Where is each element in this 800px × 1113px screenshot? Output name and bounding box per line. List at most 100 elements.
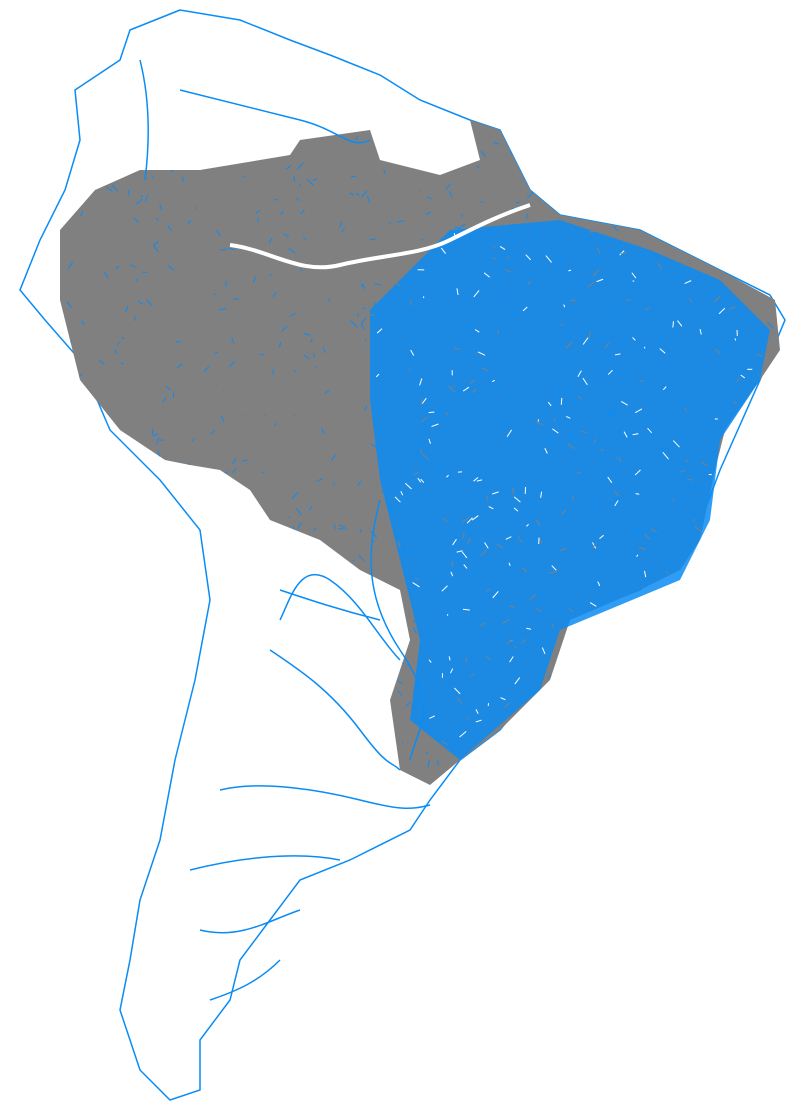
stream-segment xyxy=(281,736,282,739)
stream-segment xyxy=(680,649,688,656)
stream-segment xyxy=(492,303,500,309)
stream-segment xyxy=(130,493,135,494)
stream-segment xyxy=(765,164,771,168)
stream-segment xyxy=(117,341,120,345)
stream-segment xyxy=(451,739,459,748)
stream-segment xyxy=(81,523,84,527)
stream-segment xyxy=(422,453,430,460)
stream-segment xyxy=(699,328,702,335)
stream-segment xyxy=(574,400,578,405)
stream-segment xyxy=(763,649,770,653)
stream-segment xyxy=(632,280,635,282)
stream-segment xyxy=(425,751,429,755)
stream-segment xyxy=(659,708,665,711)
stream-segment xyxy=(709,685,714,690)
stream-segment xyxy=(693,586,695,593)
paraguay-river xyxy=(370,499,425,761)
stream-segment xyxy=(677,320,683,327)
stream-segment xyxy=(310,569,318,578)
stream-segment xyxy=(232,161,236,162)
stream-segment xyxy=(659,348,666,354)
stream-segment xyxy=(243,175,246,178)
stream-segment xyxy=(521,638,527,644)
stream-segment xyxy=(412,122,418,124)
stream-segment xyxy=(429,715,436,719)
stream-segment xyxy=(738,615,741,620)
stream-segment xyxy=(540,491,543,498)
stream-segment xyxy=(647,192,655,196)
stream-segment xyxy=(662,386,667,391)
stream-segment xyxy=(467,322,475,328)
stream-segment xyxy=(509,656,514,663)
stream-segment xyxy=(173,734,180,736)
stream-segment xyxy=(85,676,90,683)
stream-segment xyxy=(760,329,764,337)
stream-segment xyxy=(692,487,698,490)
stream-segment xyxy=(565,415,571,419)
stream-segment xyxy=(315,366,318,369)
stream-segment xyxy=(648,732,654,737)
stream-segment xyxy=(603,671,610,678)
stream-segment xyxy=(728,570,733,574)
stream-segment xyxy=(480,549,488,557)
stream-segment xyxy=(719,307,721,309)
stream-segment xyxy=(500,752,507,758)
stream-segment xyxy=(107,133,108,137)
stream-segment xyxy=(565,658,572,666)
stream-segment xyxy=(543,703,547,707)
stream-segment xyxy=(95,537,100,538)
stream-segment xyxy=(414,577,419,580)
stream-segment xyxy=(350,320,359,328)
stream-segment xyxy=(354,649,357,655)
stream-segment xyxy=(500,697,506,701)
stream-segment xyxy=(556,416,559,420)
stream-segment xyxy=(653,253,661,257)
stream-segment xyxy=(352,559,355,562)
stream-segment xyxy=(293,776,296,778)
stream-segment xyxy=(121,495,127,498)
stream-segment xyxy=(306,178,314,186)
stream-segment xyxy=(552,394,560,397)
stream-segment xyxy=(689,521,696,529)
stream-segment xyxy=(152,652,159,660)
stream-segment xyxy=(696,725,705,732)
stream-segment xyxy=(694,484,697,488)
stream-segment xyxy=(167,264,175,271)
stream-segment xyxy=(490,334,494,341)
stream-segment xyxy=(285,639,291,643)
stream-segment xyxy=(339,524,347,530)
stream-segment xyxy=(499,346,506,351)
stream-segment xyxy=(598,648,605,654)
stream-segment xyxy=(763,268,772,277)
stream-segment xyxy=(512,727,521,735)
stream-segment xyxy=(201,656,207,658)
stream-segment xyxy=(288,247,296,254)
stream-segment xyxy=(444,588,451,594)
stream-segment xyxy=(646,593,652,596)
stream-segment xyxy=(364,725,366,726)
stream-segment xyxy=(77,773,85,777)
drainage-network-blue xyxy=(370,220,770,760)
stream-segment xyxy=(476,165,479,169)
stream-segment xyxy=(592,268,600,277)
stream-segment xyxy=(497,330,500,335)
stream-segment xyxy=(316,658,322,666)
stream-segment xyxy=(414,471,420,476)
stream-segment xyxy=(706,676,714,682)
stream-segment xyxy=(158,698,166,706)
stream-segment xyxy=(171,649,173,650)
stream-segment xyxy=(596,278,604,283)
stream-segment xyxy=(491,379,495,383)
stream-segment xyxy=(210,583,215,590)
stream-segment xyxy=(68,484,73,489)
stream-segment xyxy=(496,670,499,675)
stream-segment xyxy=(65,147,68,154)
stream-segment xyxy=(763,654,769,662)
stream-segment xyxy=(618,302,624,310)
stream-segment xyxy=(580,515,587,520)
stream-segment xyxy=(487,228,495,233)
stream-segment xyxy=(218,643,220,645)
stream-segment xyxy=(692,518,696,522)
stream-segment xyxy=(206,137,212,140)
stream-segment xyxy=(98,359,105,365)
